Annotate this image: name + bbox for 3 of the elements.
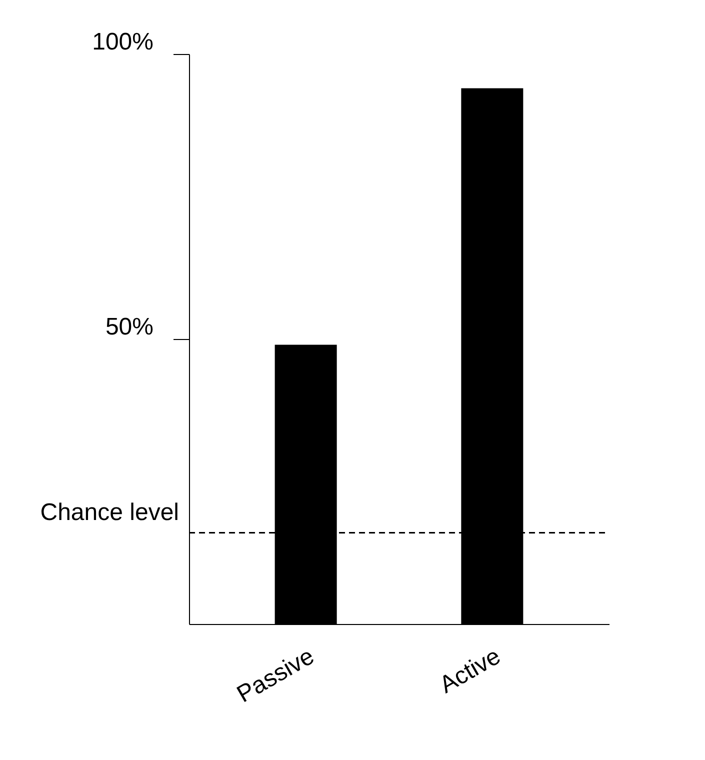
y-tick-label: 50%	[105, 314, 154, 340]
y-tick-label: 100%	[92, 28, 154, 56]
ref-line-label: Chance level	[40, 498, 179, 526]
